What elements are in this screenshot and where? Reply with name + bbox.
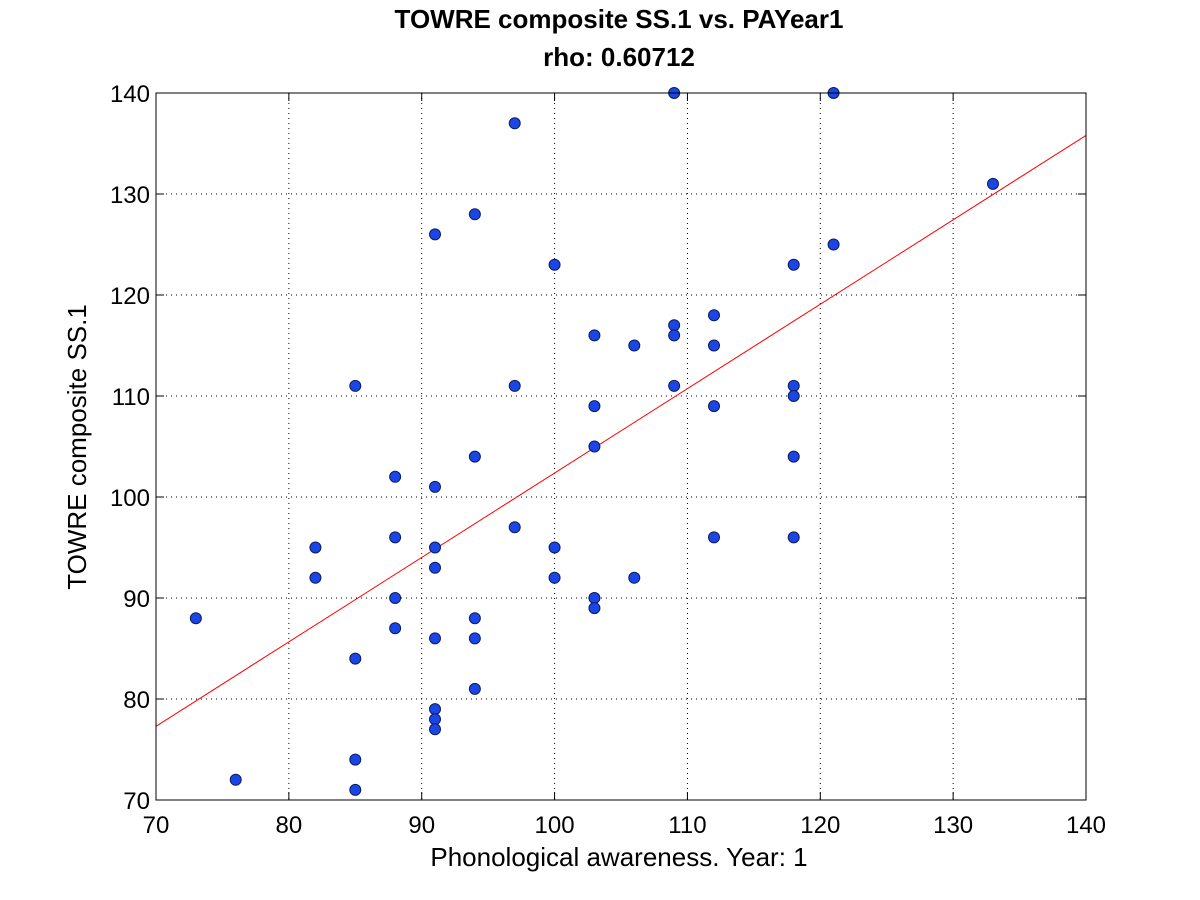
data-point <box>309 571 322 584</box>
y-tick-label: 110 <box>112 384 150 411</box>
data-point <box>429 703 441 716</box>
x-tick-labels: 70 80 90 100 110 120 130 140 <box>143 812 1106 839</box>
data-point <box>588 602 601 615</box>
data-point <box>588 592 601 604</box>
y-tick-label: 80 <box>123 687 150 714</box>
data-point <box>787 258 800 271</box>
data-point <box>389 531 402 544</box>
y-tick-label: 140 <box>110 81 150 108</box>
x-tick-label: 130 <box>933 812 973 839</box>
x-tick-label: 90 <box>408 812 435 839</box>
data-point <box>229 773 242 786</box>
fit-line-layer <box>155 134 1087 727</box>
y-tick-label: 120 <box>110 283 150 310</box>
data-point <box>349 753 362 766</box>
data-point <box>349 783 362 796</box>
data-point <box>349 652 362 665</box>
data-point <box>987 177 999 190</box>
data-point <box>429 541 441 554</box>
x-tick-label: 140 <box>1066 812 1106 839</box>
data-point <box>668 329 681 342</box>
axes-frame <box>155 92 1087 801</box>
data-point <box>468 682 481 695</box>
x-tick-label: 110 <box>668 812 706 839</box>
data-point <box>628 339 641 352</box>
data-point <box>787 531 800 544</box>
x-tick-label: 70 <box>143 812 170 839</box>
data-point <box>708 339 720 352</box>
x-tick-label: 80 <box>276 812 303 839</box>
data-point <box>429 480 441 493</box>
data-point <box>389 622 402 635</box>
y-axis-label: TOWRE composite SS.1 <box>62 304 92 590</box>
chart-subtitle: rho: 0.60712 <box>543 42 695 72</box>
x-axis-label: Phonological awareness. Year: 1 <box>430 842 807 872</box>
data-point <box>787 450 800 463</box>
data-point <box>548 571 561 584</box>
data-point <box>468 632 481 645</box>
data-point <box>429 713 441 726</box>
data-point <box>588 400 601 413</box>
ticks <box>155 92 1087 801</box>
data-point <box>588 329 601 342</box>
data-point <box>787 379 800 392</box>
data-point <box>429 632 441 645</box>
data-point <box>389 592 402 604</box>
data-point <box>708 400 720 413</box>
data-point <box>508 379 521 392</box>
y-tick-label: 100 <box>110 485 150 512</box>
data-point <box>389 470 402 483</box>
regression-line <box>155 134 1087 727</box>
x-tick-label: 120 <box>800 812 840 839</box>
data-point <box>548 541 561 554</box>
data-point <box>787 390 800 402</box>
data-point <box>508 117 521 130</box>
chart-title: TOWRE composite SS.1 vs. PAYear1 <box>395 4 844 34</box>
data-point <box>429 723 441 736</box>
data-point <box>827 238 840 251</box>
data-point <box>468 450 481 463</box>
x-tick-label: 100 <box>535 812 575 839</box>
data-point <box>708 309 720 322</box>
data-point <box>548 258 561 271</box>
data-point <box>668 379 681 392</box>
data-point <box>628 571 641 584</box>
data-point <box>468 208 481 221</box>
data-point <box>508 521 521 534</box>
data-point <box>189 612 202 625</box>
data-point <box>668 319 681 332</box>
data-point <box>429 561 441 574</box>
y-tick-label: 70 <box>123 788 150 815</box>
y-tick-label: 130 <box>110 182 150 209</box>
data-point <box>588 440 601 453</box>
y-tick-labels: 70 80 90 100 110 120 130 140 <box>110 81 150 815</box>
data-point <box>429 228 441 241</box>
data-point <box>468 612 481 625</box>
data-point <box>309 541 322 554</box>
y-tick-label: 90 <box>123 586 150 613</box>
data-point <box>708 531 720 544</box>
grid <box>156 93 1086 800</box>
data-point <box>349 379 362 392</box>
